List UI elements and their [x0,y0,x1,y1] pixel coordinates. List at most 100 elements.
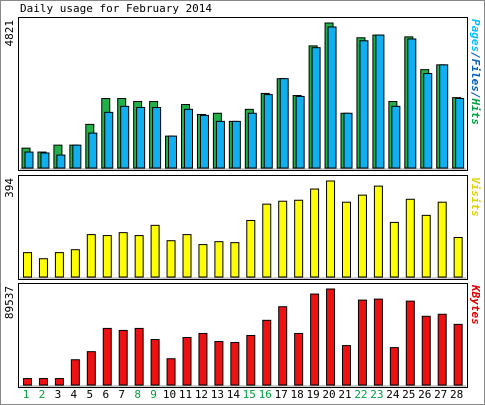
x-tick-label: 4 [71,388,78,401]
bar [230,342,240,386]
y-tick-label: 89537 [3,286,16,319]
bar [327,26,337,169]
bar [86,351,96,386]
legend: Visits [469,177,482,217]
legend-part: / [469,92,482,99]
bar [263,94,273,169]
legend-part: Pages [469,19,482,52]
legend: KBytes [469,284,482,325]
bar [294,332,304,386]
bar [38,258,48,278]
bar [262,203,272,278]
x-tick-label: 12 [195,388,208,401]
bar [150,224,160,278]
bar [199,114,209,169]
legend-part: KBytes [469,284,482,325]
bar [215,120,225,169]
bar [437,201,447,278]
bar [23,252,32,278]
bar [23,378,32,386]
x-tick-label: 3 [55,388,62,401]
x-tick-label: 22 [354,388,367,401]
bar [421,214,431,278]
legend-part: Files [469,59,482,92]
x-tick-label: 24 [386,388,400,401]
x-tick-label: 2 [39,388,46,401]
x-tick-label: 14 [227,388,241,401]
bar [310,293,320,386]
bar [86,234,96,278]
x-tick-label: 20 [322,388,335,401]
bar [214,341,224,386]
bar [407,38,417,169]
bar [278,306,288,386]
bar [423,73,433,169]
x-tick-label: 17 [275,388,288,401]
bar [166,358,176,386]
bar [246,219,256,278]
bar [295,95,305,169]
x-tick-label: 11 [179,388,192,401]
bar [231,120,241,169]
bar [343,112,353,169]
bar [118,232,128,278]
bar [326,288,336,386]
x-tick-label: 9 [150,388,157,401]
bar [136,107,146,169]
bar [278,200,288,278]
bar [373,185,383,278]
x-tick-label: 7 [118,388,125,401]
panel [18,175,468,280]
bar [38,378,48,386]
x-tick-label: 15 [243,388,256,401]
bar [439,64,449,169]
x-tick-label: 6 [102,388,109,401]
x-tick-label: 10 [163,388,176,401]
x-tick-label: 16 [259,388,272,401]
bar [70,359,80,386]
panel [18,283,468,388]
legend: Pages/Files/Hits [469,19,482,125]
bar [134,327,144,386]
bar [24,151,34,169]
bar [70,249,80,278]
bar [150,339,160,386]
bar [357,194,367,278]
bar [453,237,463,278]
bar [342,345,351,386]
bar [118,329,128,386]
bar [405,300,415,386]
x-tick-label: 18 [291,388,304,401]
x-tick-label: 8 [134,388,141,401]
x-tick-label: 1 [23,388,30,401]
x-tick-label: 28 [450,388,463,401]
bar [375,34,385,169]
bar [184,108,193,169]
x-tick-label: 5 [86,388,93,401]
bar [389,221,399,278]
bar [182,234,192,278]
bar [294,199,304,278]
bar [166,240,176,278]
bar [246,334,256,386]
bar [279,78,289,169]
legend-part: Hits [469,98,482,126]
bar [311,47,321,169]
bar [357,299,367,386]
bar [40,152,50,169]
bar [342,201,351,278]
bar [88,132,98,169]
bar [453,323,463,386]
bar [56,154,66,169]
bar [455,98,465,169]
bar [310,188,320,278]
bar [54,378,64,386]
legend-part: / [469,52,482,59]
bar [102,327,112,386]
bar [359,40,369,169]
bar [230,242,240,278]
legend-part: Visits [469,177,482,217]
x-tick-label: 13 [211,388,224,401]
x-tick-label: 23 [370,388,383,401]
